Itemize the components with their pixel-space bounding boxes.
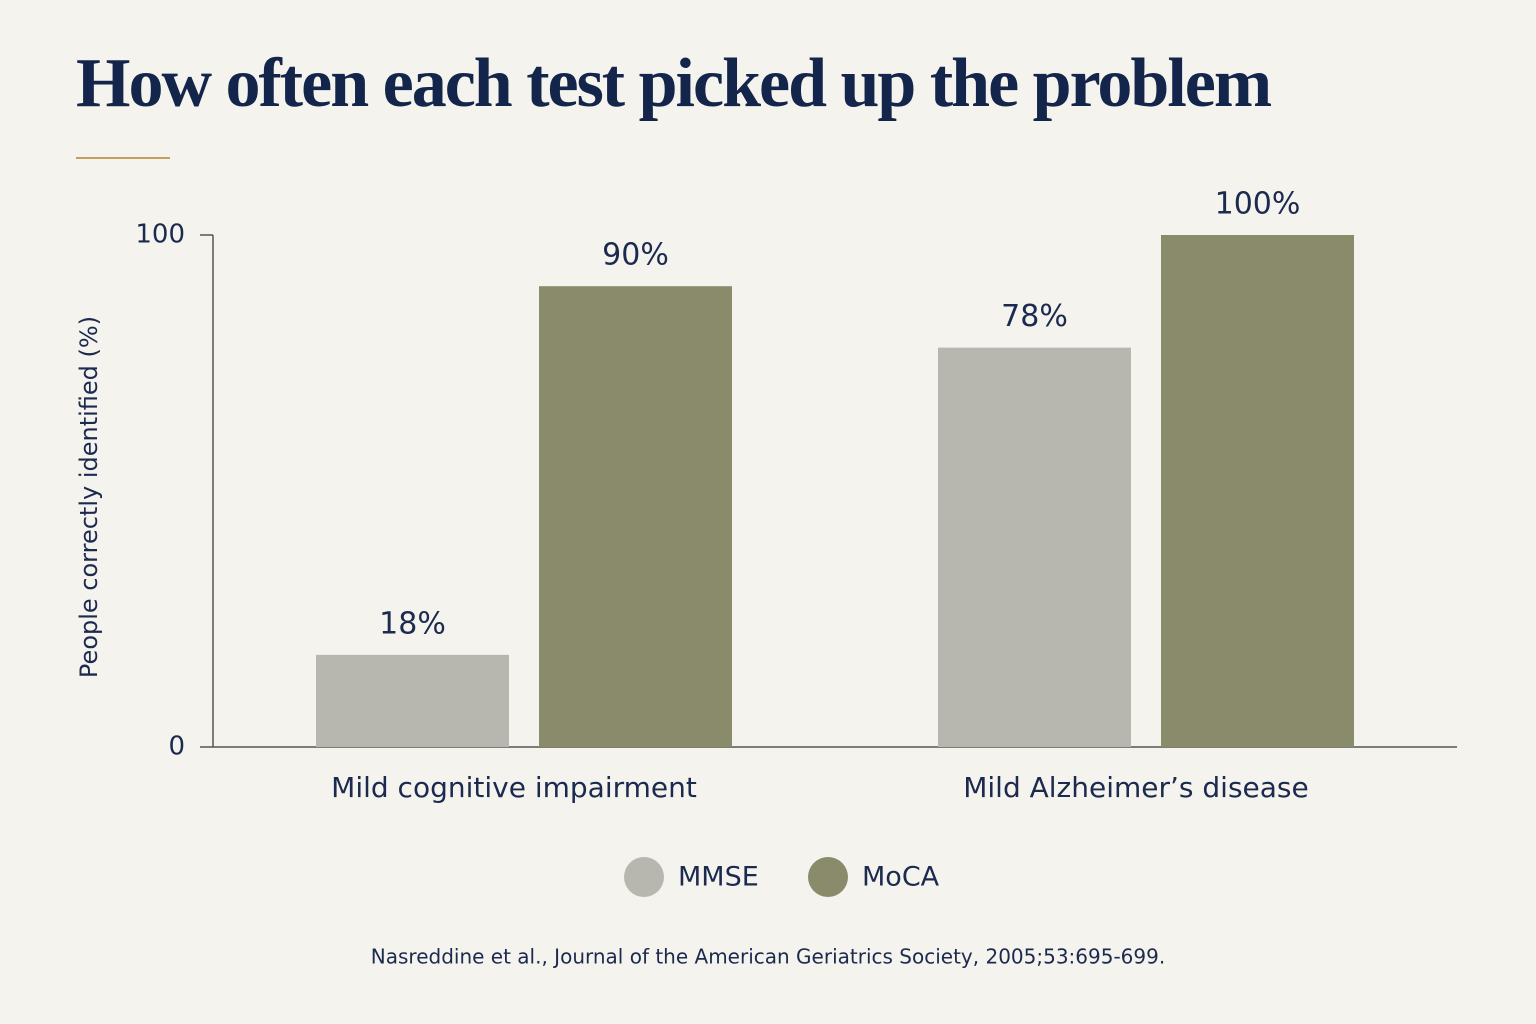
legend-label: MMSE — [678, 862, 759, 893]
legend-swatch — [808, 857, 848, 897]
y-tick-label: 0 — [168, 732, 185, 762]
y-axis-label: People correctly identified (%) — [75, 316, 103, 678]
chart-title: How often each test picked up the proble… — [76, 45, 1272, 122]
value-label: 100% — [1215, 187, 1301, 222]
bar — [1161, 235, 1354, 747]
value-label: 90% — [602, 238, 669, 273]
bar — [539, 286, 732, 747]
bar — [938, 347, 1131, 747]
value-label: 18% — [379, 606, 446, 641]
legend-swatch — [624, 857, 664, 897]
bar — [316, 654, 509, 747]
x-tick-label: Mild Alzheimer’s disease — [963, 771, 1309, 804]
value-label: 78% — [1001, 299, 1068, 334]
source-note: Nasreddine et al., Journal of the Americ… — [371, 945, 1165, 969]
legend-label: MoCA — [862, 862, 940, 893]
x-tick-label: Mild cognitive impairment — [331, 771, 697, 804]
y-tick-label: 100 — [135, 220, 185, 250]
